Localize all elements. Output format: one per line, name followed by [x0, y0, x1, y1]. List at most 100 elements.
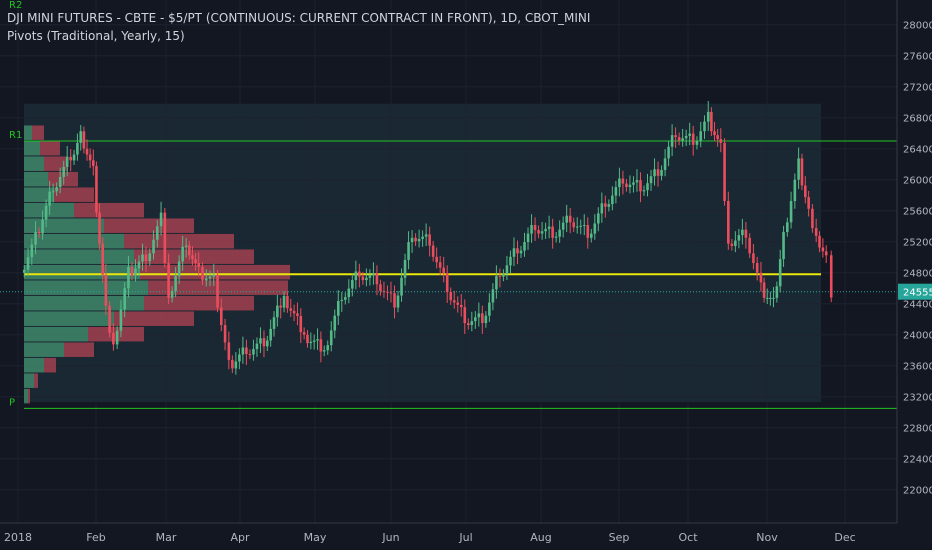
candle-body [730, 243, 734, 246]
candle [127, 256, 130, 298]
profile-bar-up [24, 357, 44, 373]
time-axis-tick: Mar [156, 531, 177, 544]
candle-body [389, 292, 393, 294]
candle [306, 330, 309, 348]
candle-body [719, 139, 723, 143]
time-axis-tick: 2018 [4, 531, 32, 544]
candle-body [737, 235, 741, 241]
candle-body [104, 274, 108, 306]
candle [804, 176, 807, 204]
candle-body [134, 268, 137, 276]
candle [793, 173, 797, 209]
candle [329, 321, 333, 352]
chart-title: DJI MINI FUTURES - CBTE - $5/PT (CONTINU… [7, 11, 591, 25]
candle-body [565, 215, 568, 223]
candle-body [428, 234, 431, 246]
candle-body [188, 245, 191, 256]
candle [775, 281, 779, 303]
price-axis-tick: 26400 [903, 145, 932, 156]
candle [463, 299, 467, 334]
candle-body [600, 203, 604, 214]
candle [509, 250, 512, 274]
candle [727, 191, 730, 250]
candle [744, 221, 748, 249]
candle [530, 214, 533, 243]
candle [227, 331, 231, 370]
candle-body [755, 263, 759, 273]
candle-body [547, 226, 551, 229]
candle-body [34, 232, 37, 245]
candle-body [212, 274, 216, 277]
candle [167, 253, 170, 305]
candle-body [611, 195, 614, 205]
price-axis: 22000 22400 22800 23200 23600 24000 24400 24800… [896, 0, 932, 523]
candle-body [279, 305, 283, 308]
candle [572, 217, 576, 233]
candle-body [92, 160, 95, 167]
candle-body [614, 187, 618, 196]
profile-bar-up [24, 388, 28, 404]
candle-body [336, 300, 340, 316]
candle [148, 248, 152, 266]
candle-body [466, 323, 470, 326]
candle-body [586, 225, 590, 238]
candle [737, 228, 741, 249]
candle-body [375, 273, 379, 285]
candle [586, 217, 590, 249]
time-axis-tick: Oct [678, 531, 698, 544]
candle [466, 318, 470, 330]
candle-body [723, 142, 726, 202]
candle-body [691, 133, 695, 145]
price-axis-tick: 23600 [903, 362, 932, 373]
candle [44, 199, 48, 228]
candle-body [797, 158, 800, 180]
candle [667, 140, 670, 167]
candle [600, 192, 604, 223]
candle [238, 348, 241, 370]
candle-body [741, 229, 744, 236]
candle-body [156, 226, 159, 240]
candle [286, 291, 289, 313]
profile-bar-down [28, 388, 30, 404]
candle-body [667, 146, 670, 159]
candle [347, 279, 351, 304]
candle [558, 220, 561, 243]
price-axis-tick: 27200 [903, 83, 932, 94]
candle [220, 298, 223, 332]
candle [95, 161, 98, 218]
time-axis-tick: Feb [86, 531, 105, 544]
candle [223, 318, 227, 351]
candle-body [76, 142, 79, 155]
candle-body [302, 332, 306, 335]
candle [400, 268, 403, 302]
candle [365, 268, 368, 287]
candle [474, 311, 477, 329]
candle [144, 246, 148, 272]
candle [201, 262, 204, 286]
candle-body [635, 180, 639, 183]
candle-body [204, 278, 208, 281]
candle-body [829, 255, 833, 298]
candle-body [44, 205, 48, 220]
candle [561, 216, 565, 238]
candle [48, 180, 51, 215]
candle [393, 285, 396, 319]
volume-profile [24, 125, 290, 404]
profile-bar-up [24, 342, 64, 357]
candle [231, 355, 234, 374]
candle [351, 273, 354, 297]
candle-body [759, 272, 763, 283]
profile-bar-down [48, 171, 78, 187]
candle-body [699, 131, 703, 141]
candle [319, 331, 323, 363]
pivot-label: P [9, 397, 15, 408]
profile-bar-up [24, 125, 32, 140]
profile-bar-up [24, 295, 144, 311]
candle-body [255, 343, 259, 350]
candle [51, 183, 55, 203]
candle [417, 229, 421, 248]
candle-body [459, 304, 463, 308]
candle-body [393, 293, 396, 308]
